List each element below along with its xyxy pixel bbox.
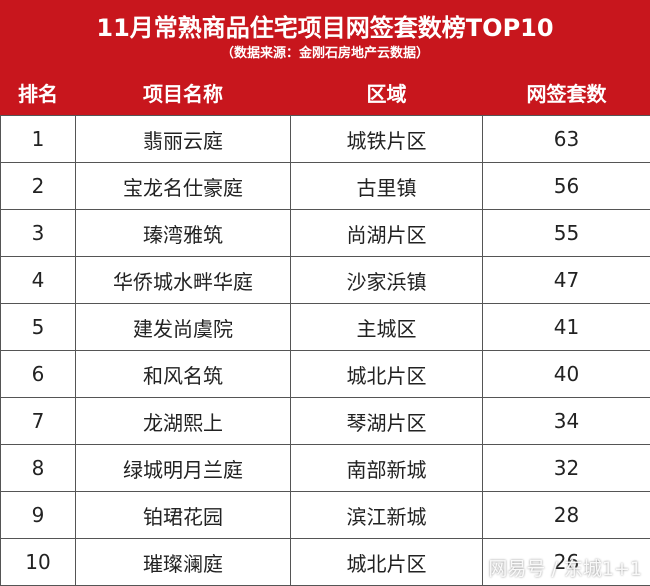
table-cell: 10	[1, 539, 76, 586]
table-cell: 56	[483, 163, 650, 210]
table-cell: 尚湖片区	[291, 210, 483, 257]
table-cell: 1	[1, 116, 76, 163]
column-header: 项目名称	[76, 69, 291, 116]
table-cell: 32	[483, 445, 650, 492]
table-cell: 7	[1, 398, 76, 445]
table-cell: 龙湖熙上	[76, 398, 291, 445]
subtitle: （数据来源：金刚石房地产云数据）	[0, 42, 650, 61]
table-cell: 滨江新城	[291, 492, 483, 539]
table-cell: 41	[483, 304, 650, 351]
table-cell: 63	[483, 116, 650, 163]
table-cell: 55	[483, 210, 650, 257]
table-cell: 绿城明月兰庭	[76, 445, 291, 492]
title: 11月常熟商品住宅项目网签套数榜TOP10	[0, 8, 650, 43]
table-cell: 8	[1, 445, 76, 492]
table-cell: 宝龙名仕豪庭	[76, 163, 291, 210]
table-cell: 建发尚虞院	[76, 304, 291, 351]
table-cell: 璀璨澜庭	[76, 539, 291, 586]
table-cell: 古里镇	[291, 163, 483, 210]
table-cell: 翡丽云庭	[76, 116, 291, 163]
table-cell: 4	[1, 257, 76, 304]
table-cell: 城北片区	[291, 539, 483, 586]
column-header: 区域	[291, 69, 483, 116]
table-cell: 主城区	[291, 304, 483, 351]
column-header: 网签套数	[483, 69, 650, 116]
table-cell: 5	[1, 304, 76, 351]
table-cell: 南部新城	[291, 445, 483, 492]
table-cell: 34	[483, 398, 650, 445]
table-cell: 3	[1, 210, 76, 257]
table-cell: 9	[1, 492, 76, 539]
table-cell: 和风名筑	[76, 351, 291, 398]
table-cell: 城铁片区	[291, 116, 483, 163]
table-cell: 琴湖片区	[291, 398, 483, 445]
table-cell: 华侨城水畔华庭	[76, 257, 291, 304]
table-cell: 沙家浜镇	[291, 257, 483, 304]
table-cell: 40	[483, 351, 650, 398]
header-row: 排名项目名称区域网签套数	[1, 69, 650, 116]
table-cell: 28	[483, 492, 650, 539]
watermark: 网易号 / 东城1+1	[488, 554, 642, 581]
table-cell: 47	[483, 257, 650, 304]
table-cell: 铂珺花园	[76, 492, 291, 539]
table-cell: 城北片区	[291, 351, 483, 398]
table-cell: 6	[1, 351, 76, 398]
header: 11月常熟商品住宅项目网签套数榜TOP10 （数据来源：金刚石房地产云数据）	[0, 0, 650, 68]
column-header: 排名	[1, 69, 76, 116]
table-cell: 2	[1, 163, 76, 210]
table-cell: 瑧湾雅筑	[76, 210, 291, 257]
